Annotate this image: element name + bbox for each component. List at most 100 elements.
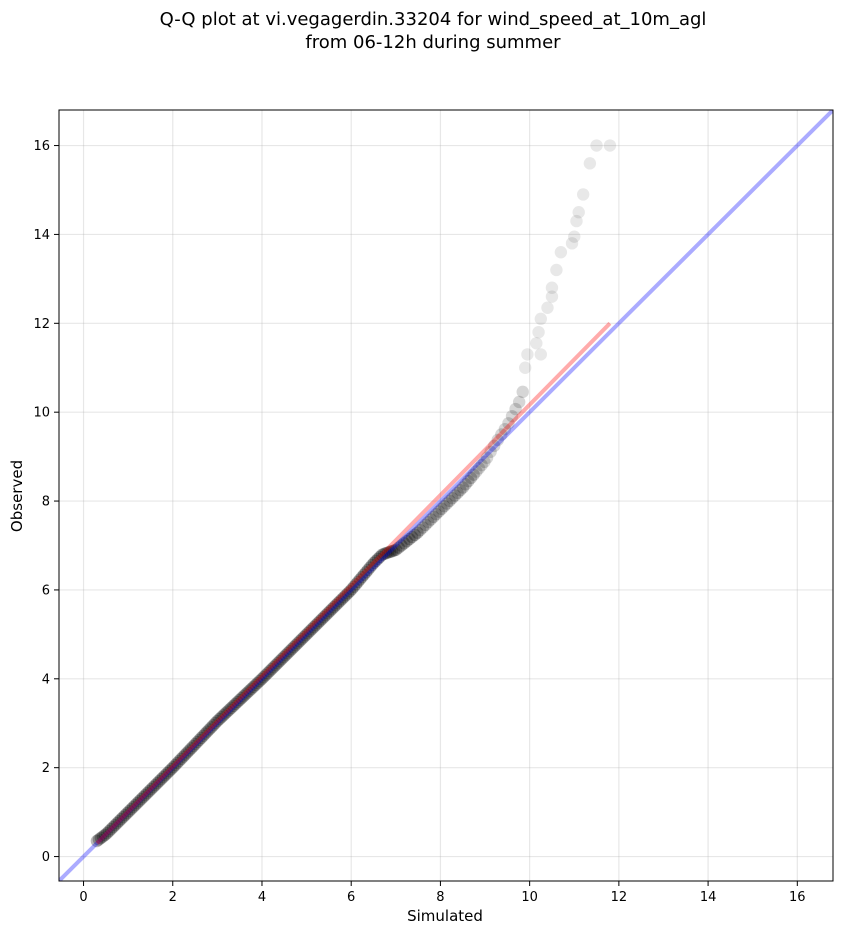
qq-point bbox=[389, 543, 403, 556]
qq-point bbox=[317, 611, 330, 624]
qq-point bbox=[187, 740, 200, 753]
qq-point bbox=[379, 546, 393, 560]
qq-point bbox=[432, 505, 446, 518]
qq-point bbox=[572, 206, 585, 219]
qq-point bbox=[311, 617, 324, 630]
qq-point bbox=[124, 803, 138, 816]
qq-point bbox=[319, 609, 332, 622]
qq-point bbox=[521, 348, 534, 361]
qq-point bbox=[94, 831, 108, 845]
qq-point bbox=[150, 777, 164, 790]
qq-point bbox=[534, 348, 547, 361]
qq-point bbox=[361, 563, 375, 577]
qq-point bbox=[96, 830, 110, 843]
qq-point bbox=[221, 705, 234, 718]
qq-point bbox=[487, 439, 501, 453]
x-axis-label: Simulated bbox=[407, 907, 483, 925]
qq-point bbox=[443, 494, 456, 508]
qq-point bbox=[505, 409, 519, 423]
qq-point bbox=[243, 684, 256, 697]
qq-point bbox=[158, 769, 172, 782]
qq-point bbox=[225, 701, 238, 714]
qq-point bbox=[249, 678, 262, 692]
qq-point bbox=[545, 290, 559, 303]
chart-title-line1: Q-Q plot at vi.vegagerdin.33204 for wind… bbox=[160, 9, 707, 30]
qq-point bbox=[550, 263, 563, 277]
x-tick-label: 4 bbox=[258, 890, 266, 905]
qq-point bbox=[179, 748, 192, 761]
qq-point bbox=[339, 589, 353, 602]
qq-point bbox=[419, 518, 432, 532]
qq-point bbox=[351, 575, 365, 589]
qq-point bbox=[459, 478, 472, 491]
qq-point bbox=[106, 821, 120, 834]
qq-point bbox=[367, 556, 381, 570]
qq-point bbox=[116, 811, 130, 824]
qq-point bbox=[341, 587, 355, 600]
qq-point bbox=[512, 395, 526, 409]
qq-point bbox=[343, 585, 357, 598]
qq-point bbox=[554, 246, 568, 259]
y-tick-label: 6 bbox=[42, 583, 50, 598]
qq-point bbox=[269, 659, 282, 672]
qq-point bbox=[291, 637, 304, 650]
fit-line bbox=[95, 321, 612, 845]
qq-point bbox=[241, 686, 254, 699]
qq-point bbox=[213, 712, 226, 726]
qq-point bbox=[98, 828, 112, 842]
qq-point bbox=[130, 797, 144, 810]
qq-point bbox=[253, 674, 266, 688]
qq-point bbox=[92, 833, 106, 846]
qq-point bbox=[215, 711, 228, 724]
y-tick-label: 14 bbox=[33, 228, 50, 243]
qq-point bbox=[102, 825, 116, 838]
qq-point bbox=[299, 629, 312, 642]
qq-point bbox=[195, 731, 208, 745]
qq-point bbox=[502, 417, 515, 430]
qq-point bbox=[164, 763, 178, 776]
qq-point bbox=[114, 813, 128, 826]
qq-point bbox=[365, 558, 379, 572]
x-tick-label: 12 bbox=[611, 890, 628, 905]
qq-point bbox=[273, 655, 286, 668]
qq-point bbox=[275, 653, 288, 666]
qq-point bbox=[152, 775, 166, 788]
qq-point bbox=[541, 301, 554, 314]
qq-point bbox=[245, 682, 258, 695]
qq-point bbox=[337, 591, 351, 604]
qq-point bbox=[148, 779, 162, 792]
qq-point bbox=[357, 568, 371, 581]
qq-point bbox=[345, 582, 359, 596]
qq-point bbox=[411, 526, 424, 539]
qq-point bbox=[335, 593, 349, 606]
y-tick-label: 12 bbox=[33, 317, 50, 332]
qq-point bbox=[140, 787, 154, 800]
qq-point bbox=[530, 337, 543, 350]
qq-point bbox=[263, 665, 276, 678]
qq-point bbox=[295, 633, 308, 646]
qq-point bbox=[403, 532, 416, 546]
x-tick-label: 6 bbox=[347, 890, 355, 905]
qq-point bbox=[257, 671, 270, 684]
qq-point bbox=[400, 535, 413, 548]
qq-point bbox=[327, 601, 341, 614]
qq-point bbox=[100, 827, 114, 840]
qq-point bbox=[381, 546, 395, 559]
qq-point bbox=[144, 783, 158, 796]
qq-point bbox=[261, 667, 274, 680]
qq-point bbox=[590, 139, 603, 152]
qq-point bbox=[118, 809, 132, 822]
qq-point bbox=[491, 433, 504, 447]
qq-point bbox=[456, 481, 470, 494]
qq-point bbox=[518, 361, 532, 374]
qq-point bbox=[239, 688, 252, 701]
qq-point bbox=[454, 483, 467, 497]
qq-point bbox=[448, 489, 462, 502]
qq-point bbox=[231, 695, 244, 709]
x-tick-label: 16 bbox=[789, 890, 806, 905]
grid-lines bbox=[59, 110, 833, 881]
qq-point bbox=[193, 733, 206, 747]
qq-point bbox=[223, 703, 236, 716]
qq-point bbox=[462, 474, 475, 488]
